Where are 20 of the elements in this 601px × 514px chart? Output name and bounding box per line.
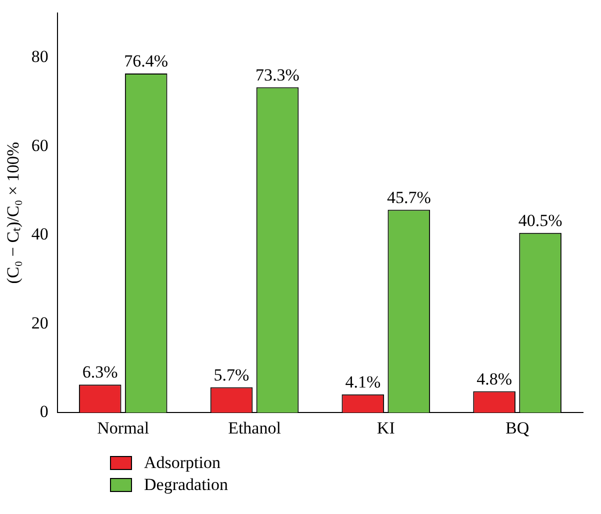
y-tick-label: 80 [31, 47, 48, 66]
y-axis-title: (C₀ − Cₜ)/C₀ × 100% [4, 142, 23, 284]
data-label: 4.1% [345, 372, 381, 392]
data-label: 4.8% [476, 369, 512, 388]
x-tick-label: Ethanol [228, 418, 282, 438]
data-label: 76.4% [124, 52, 168, 71]
y-tick-label: 0 [40, 402, 48, 422]
data-label: 5.7% [214, 365, 250, 384]
data-label: 6.3% [82, 362, 118, 382]
y-tick-label: 40 [31, 224, 48, 244]
data-label: 40.5% [518, 210, 562, 230]
data-label: 73.3% [256, 65, 300, 84]
x-tick-label: Normal [97, 418, 150, 438]
x-tick-label: BQ [505, 418, 530, 438]
y-tick-label: 60 [31, 136, 48, 155]
legend-label: Adsorption [144, 453, 220, 473]
y-tick-label: 20 [31, 313, 48, 332]
x-tick-label: KI [376, 418, 396, 438]
legend-label: Degradation [144, 475, 228, 495]
data-label: 45.7% [386, 188, 431, 207]
